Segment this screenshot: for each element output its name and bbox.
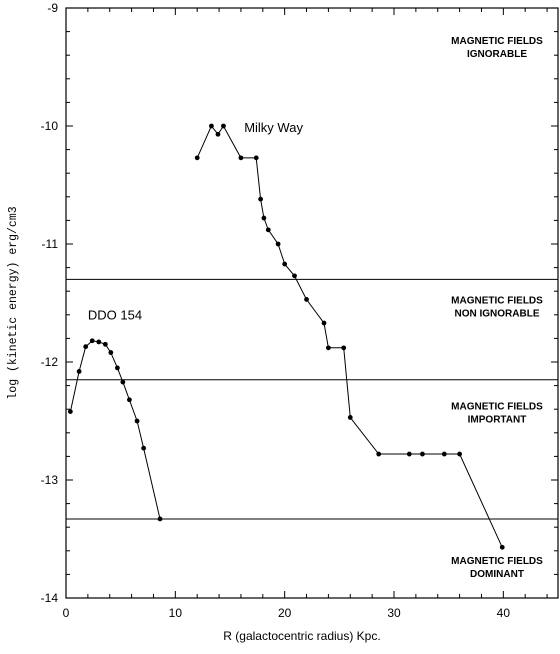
point-ddo-154 — [157, 516, 163, 522]
plot-frame — [65, 7, 559, 599]
y-tick-label: -14 — [41, 591, 59, 605]
region-labels: MAGNETIC FIELDS IGNORABLE MAGNETIC FIELDS N… — [451, 36, 543, 580]
series-group — [67, 123, 505, 550]
series-label: DDO 154 — [88, 308, 142, 323]
point-milky-way — [376, 451, 382, 457]
point-ddo-154 — [83, 344, 89, 350]
x-axis-label: R (galactocentric radius) Kpc. — [223, 629, 380, 643]
point-milky-way — [238, 155, 244, 161]
point-ddo-154 — [102, 341, 108, 347]
series-label: Milky Way — [244, 120, 303, 135]
tick-labels: 0 10 20 30 40 -9 -10 -11 -12 -13 -14 — [41, 1, 511, 620]
point-ddo-154 — [108, 350, 114, 355]
point-ddo-154 — [76, 369, 82, 374]
point-ddo-154 — [96, 339, 102, 345]
point-milky-way — [215, 131, 221, 137]
series-line-milky-way — [196, 125, 503, 548]
region-label-line1: MAGNETIC FIELDS — [451, 402, 543, 413]
y-tick-label: -11 — [42, 237, 59, 251]
x-tick-label: 30 — [387, 606, 401, 620]
point-milky-way — [194, 155, 200, 161]
region-label-line1: MAGNETIC FIELDS — [451, 556, 543, 567]
point-ddo-154 — [120, 379, 126, 385]
point-ddo-154 — [127, 397, 132, 403]
y-tick-label: -12 — [41, 355, 59, 369]
region-label-line2: IMPORTANT — [468, 415, 527, 426]
point-milky-way — [420, 451, 425, 457]
point-milky-way — [209, 123, 214, 129]
point-milky-way — [441, 451, 447, 457]
point-milky-way — [499, 544, 505, 550]
x-tick-label: 0 — [63, 606, 70, 620]
point-milky-way — [265, 227, 271, 233]
y-axis-label: log (kinetic energy) erg/cm3 — [7, 206, 20, 399]
point-milky-way — [292, 273, 297, 279]
point-milky-way — [275, 241, 281, 247]
point-ddo-154 — [114, 365, 120, 371]
y-tick-label: -10 — [41, 119, 59, 133]
series-labels: Milky Way DDO 154 — [88, 120, 304, 323]
x-tick-label: 20 — [278, 606, 292, 620]
point-ddo-154 — [67, 409, 73, 414]
point-ddo-154 — [89, 338, 95, 344]
point-milky-way — [326, 345, 331, 351]
point-milky-way — [258, 196, 264, 202]
y-tick-label: -9 — [47, 1, 58, 15]
x-tick-label: 40 — [497, 606, 511, 620]
point-milky-way — [253, 155, 259, 161]
point-milky-way — [347, 415, 353, 420]
region-label-line2: NON IGNORABLE — [455, 308, 540, 319]
plot-border — [65, 7, 559, 599]
region-label-line2: DOMINANT — [470, 569, 524, 580]
threshold-lines — [66, 278, 558, 520]
point-milky-way — [406, 451, 412, 457]
point-milky-way — [457, 451, 462, 457]
point-ddo-154 — [141, 445, 147, 451]
point-milky-way — [321, 320, 327, 326]
y-tick-label: -13 — [41, 473, 59, 487]
region-label-line1: MAGNETIC FIELDS — [451, 295, 543, 306]
point-milky-way — [282, 261, 288, 267]
region-label-line2: IGNORABLE — [467, 49, 527, 60]
point-milky-way — [341, 345, 347, 351]
axis-ticks — [65, 7, 558, 599]
point-milky-way — [304, 297, 309, 302]
point-ddo-154 — [134, 418, 140, 424]
point-milky-way — [221, 123, 226, 129]
point-milky-way — [261, 215, 267, 221]
x-tick-label: 10 — [169, 606, 183, 620]
region-label-line1: MAGNETIC FIELDS — [451, 36, 543, 47]
